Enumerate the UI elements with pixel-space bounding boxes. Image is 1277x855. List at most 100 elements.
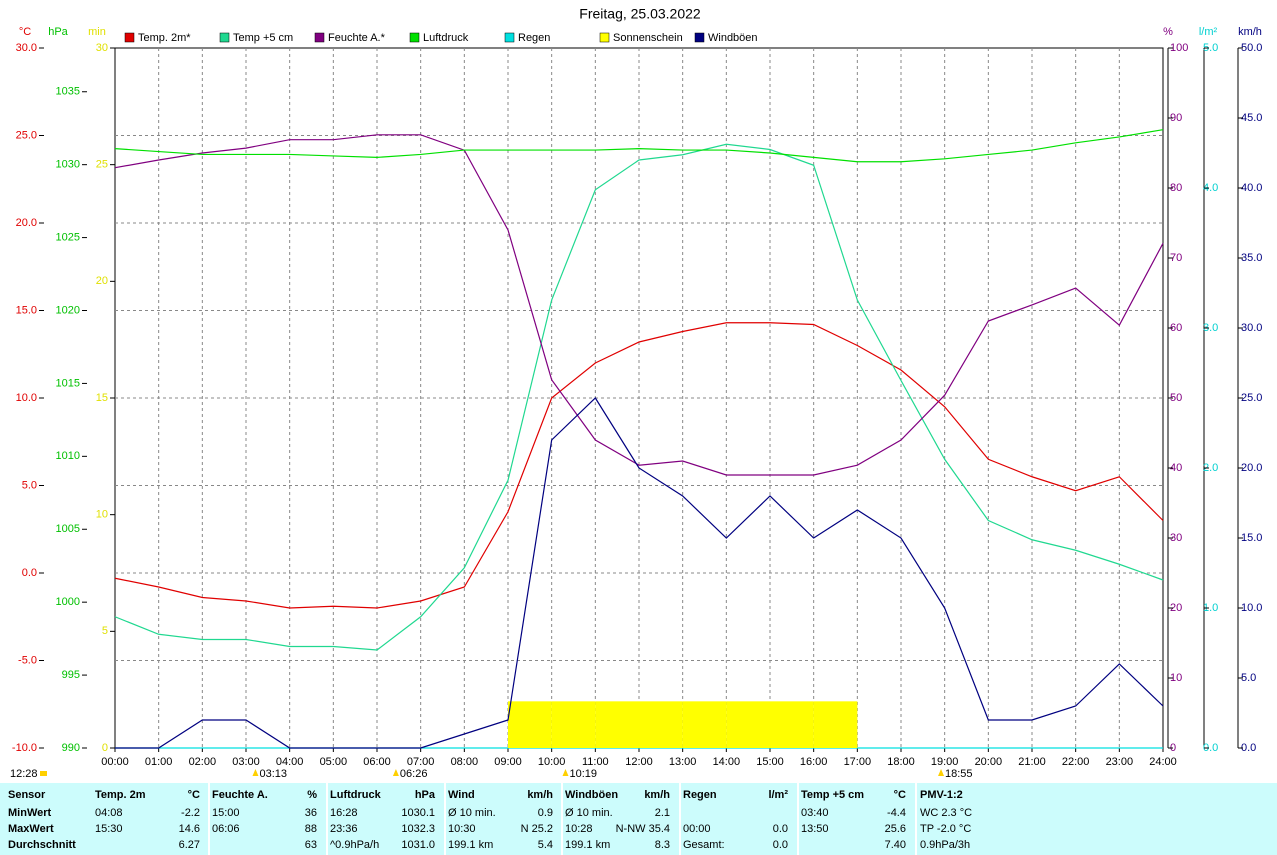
column-separator [797,783,799,855]
legend-label: Feuchte A.* [328,32,386,44]
legend-swatch [694,32,705,43]
axis-label: hPa [48,26,68,38]
y-tick-label: 35.0 [1241,252,1262,264]
legend-swatch [504,32,515,43]
x-tick-label: 13:00 [669,756,697,768]
table-cell: 15:00 [212,807,240,819]
table-cell: 1032.3 [401,823,435,835]
y-tick-label: -10.0 [12,742,37,754]
y-tick-label: 100 [1170,42,1188,54]
y-tick-label: 30.0 [1241,322,1262,334]
x-tick-label: 03:00 [232,756,260,768]
y-tick-label: 40.0 [1241,182,1262,194]
sunshine-bar [813,701,858,748]
legend-label: Temp. 2m* [138,32,191,44]
table-cell: 199.1 km [448,839,494,851]
y-tick-label: 10.0 [16,392,37,404]
y-tick-label: 4.0 [1203,182,1218,194]
y-tick-label: 15 [96,392,108,404]
x-tick-label: 01:00 [145,756,173,768]
series-line [114,143,1164,651]
table-cell: 8.3 [654,839,670,851]
table-cell: 0.9 [537,807,553,819]
time-label: 06:26 [400,768,428,780]
y-tick-label: 90 [1170,112,1182,124]
y-tick-label: 0 [1170,742,1176,754]
table-cell: 0.0 [772,823,788,835]
y-tick-label: 0.0 [1203,742,1218,754]
legend-label: Luftdruck [423,32,469,44]
table-cell: 6.27 [178,839,200,851]
y-tick-label: 30.0 [16,42,37,54]
x-tick-label: 07:00 [407,756,435,768]
corner-marker [40,771,47,776]
legend-label: Temp +5 cm [233,32,293,44]
table-cell: Durchschnitt [8,839,76,851]
y-tick-label: 10 [96,509,108,521]
y-tick-label: 50 [1170,392,1182,404]
table-cell: % [307,789,317,801]
table-cell: 63 [304,839,317,851]
legend-label: Regen [518,32,550,44]
column-separator [208,783,210,855]
table-cell: TP -2.0 °C [920,823,972,835]
y-tick-label: 0.0 [1241,742,1256,754]
y-tick-label: 5 [102,625,108,637]
y-tick-label: 5.0 [22,479,37,491]
table-cell: 16:28 [330,807,358,819]
axis-label: l/m² [1199,26,1218,38]
table-cell: km/h [527,789,553,801]
x-tick-label: 20:00 [975,756,1003,768]
table-cell: Regen [683,789,717,801]
table-cell: 13:50 [801,823,829,835]
time-label: 10:19 [569,768,597,780]
table-cell: Wind [448,789,475,801]
column-separator [444,783,446,855]
column-separator [915,783,917,855]
table-cell: N 25.2 [520,823,553,835]
y-tick-label: 80 [1170,182,1182,194]
table-cell: Ø 10 min. [448,807,496,819]
table-cell: 00:00 [683,823,711,835]
sunshine-bar [770,701,814,748]
y-tick-label: 1035 [56,86,80,98]
table-cell: Windböen [565,789,619,801]
x-tick-label: 12:00 [625,756,653,768]
table-cell: 2.1 [654,807,670,819]
chart: Freitag, 25.03.2022 00:00 01:00 02:00 03:00… [10,6,1262,780]
axis-label: % [1163,26,1173,38]
y-tick-label: 60 [1170,322,1182,334]
y-tick-label: 10.0 [1241,602,1262,614]
x-tick-label: 23:00 [1106,756,1134,768]
y-tick-label: 25.0 [1241,392,1262,404]
y-tick-label: 1020 [56,304,80,316]
time-marker [392,769,399,776]
y-tick-label: 25.0 [16,129,37,141]
table-cell: MinWert [8,807,52,819]
y-tick-label: 995 [62,669,80,681]
y-tick-label: 20.0 [1241,462,1262,474]
y-tick-label: 3.0 [1203,322,1218,334]
table-cell: WC 2.3 °C [920,807,973,819]
y-tick-label: 25 [96,159,108,171]
axis-label: °C [19,26,31,38]
x-tick-label: 17:00 [844,756,872,768]
x-tick-label: 04:00 [276,756,304,768]
y-tick-label: 990 [62,742,80,754]
x-tick-label: 10:00 [538,756,566,768]
table-cell: km/h [644,789,670,801]
legend-swatch [124,32,135,43]
y-tick-label: 0 [102,742,108,754]
sunshine-bar [508,701,552,748]
legend-label: Windböen [708,32,758,44]
table-cell: °C [893,789,906,801]
y-tick-label: 15.0 [1241,532,1262,544]
time-marker [252,769,259,776]
table-cell: 36 [304,807,317,819]
y-tick-label: 1.0 [1203,602,1218,614]
table-cell: 0.9hPa/3h [920,839,971,851]
table-cell: 5.4 [537,839,553,851]
sunshine-bar [726,701,770,748]
x-tick-label: 08:00 [451,756,479,768]
